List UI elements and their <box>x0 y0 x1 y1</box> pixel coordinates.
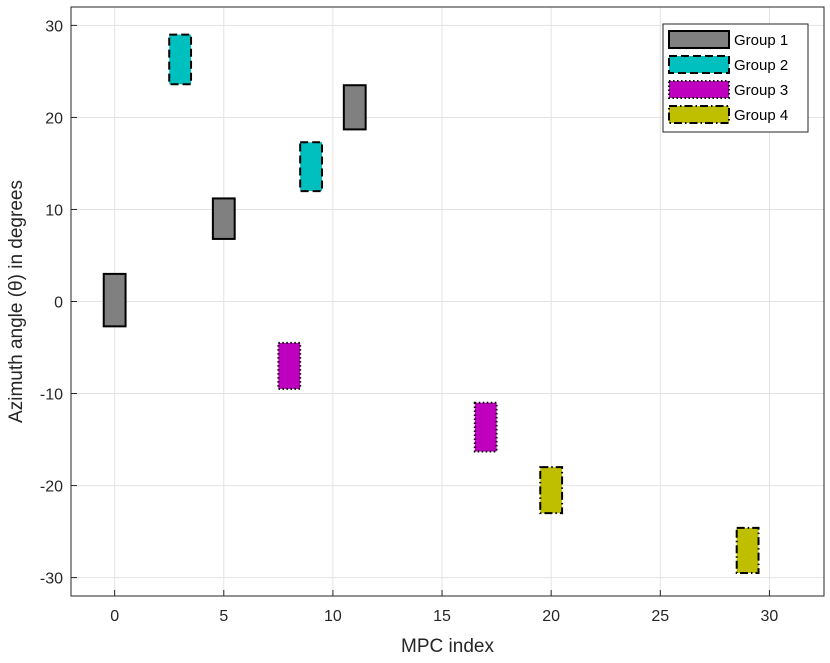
legend-label-4: Group 4 <box>734 107 788 124</box>
y-tick-label: -10 <box>40 387 63 404</box>
box-group-3-2 <box>473 401 498 453</box>
box-group-1-1 <box>102 272 127 328</box>
legend-label-1: Group 1 <box>734 32 788 49</box>
x-tick-label: 0 <box>110 608 119 625</box>
box-group-3-1 <box>277 341 302 390</box>
box-group-1-3 <box>342 84 367 131</box>
box-group-2-1 <box>168 33 193 86</box>
legend-swatch-2 <box>668 55 730 74</box>
x-tick-label: 25 <box>651 608 669 625</box>
box-group-2-2 <box>299 141 324 193</box>
legend-label-3: Group 3 <box>734 82 788 99</box>
legend-swatch-4 <box>668 105 730 124</box>
y-tick-label: 30 <box>45 18 63 35</box>
box-group-1-2 <box>211 197 236 240</box>
x-tick-label: 15 <box>433 608 451 625</box>
box-group-4-2 <box>735 526 760 574</box>
legend-swatch-3 <box>668 80 730 99</box>
legend-label-2: Group 2 <box>734 57 788 74</box>
y-tick-label: -30 <box>40 571 63 588</box>
x-axis-label: MPC index <box>401 636 494 657</box>
legend-swatch-1 <box>668 30 730 49</box>
y-tick-label: -20 <box>40 479 63 496</box>
x-tick-label: 20 <box>542 608 560 625</box>
data-boxes <box>102 33 760 574</box>
y-gridlines <box>71 24 824 579</box>
x-tick-label: 10 <box>324 608 342 625</box>
x-tick-label: 5 <box>219 608 228 625</box>
y-tick-label: 0 <box>54 295 63 312</box>
y-ticks: -30 -20 -10 0 10 20 30 <box>40 18 77 588</box>
y-tick-label: 10 <box>45 202 63 219</box>
y-axis-label: Azimuth angle (θ) in degrees <box>6 180 27 423</box>
box-group-4-1 <box>539 466 564 515</box>
legend: Group 1 Group 2 Group 3 Group 4 <box>662 23 809 133</box>
y-tick-label: 20 <box>45 110 63 127</box>
x-ticks: 0 5 10 15 20 25 30 <box>110 590 778 625</box>
x-tick-label: 30 <box>761 608 779 625</box>
